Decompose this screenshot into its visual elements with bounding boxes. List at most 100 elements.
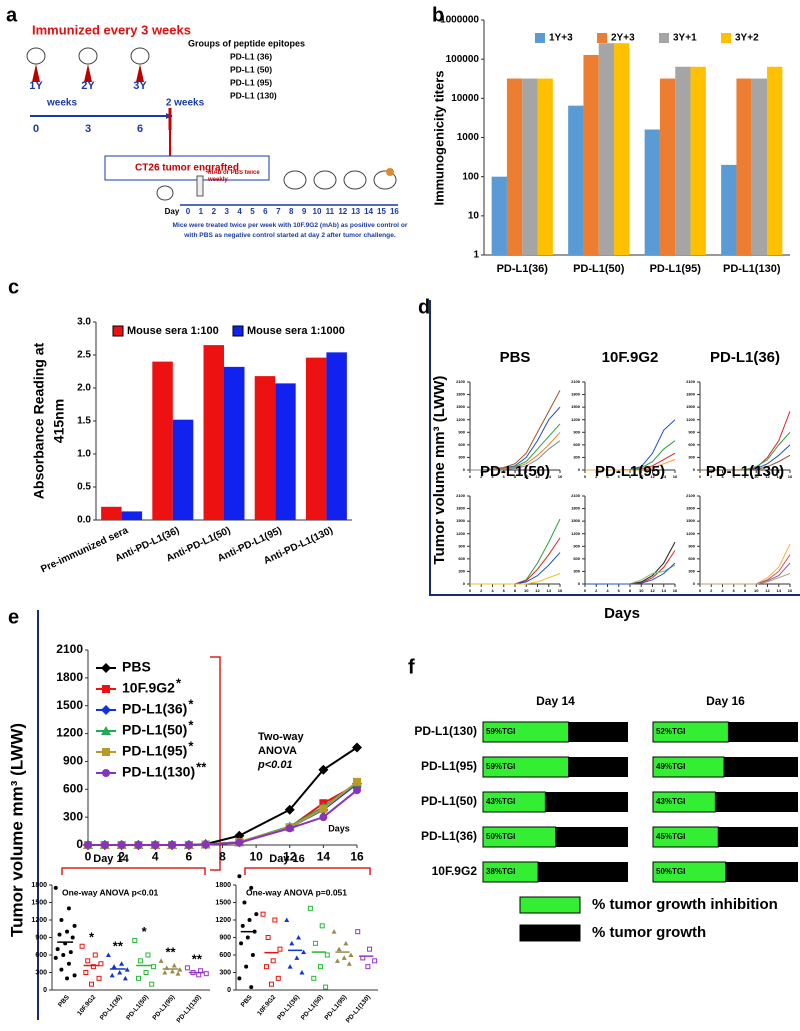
point	[249, 885, 254, 890]
point	[171, 963, 177, 968]
point	[72, 923, 77, 928]
y-tick-label: 0	[463, 581, 466, 586]
legend-label: % tumor growth	[592, 924, 706, 941]
x-tick-label: 4	[606, 474, 609, 479]
x-tick-label: PD-L1(36)	[99, 994, 124, 1022]
legend-label: PD-L1(130)	[122, 764, 195, 780]
bar	[224, 366, 245, 520]
point	[201, 840, 210, 849]
subplot-title: PD-L1(95)	[595, 463, 665, 480]
groups-title: Groups of peptide epitopes	[188, 38, 305, 48]
point	[237, 976, 242, 981]
series-line	[88, 781, 358, 846]
legend-swatch	[519, 896, 581, 914]
point	[254, 912, 259, 917]
series-line	[470, 518, 561, 585]
y-tick-label: 900	[573, 543, 580, 548]
bar	[598, 43, 615, 255]
point	[124, 967, 130, 972]
x-tick-label: 6	[618, 588, 621, 593]
point	[83, 970, 89, 975]
y-tick-label: 2100	[456, 379, 466, 384]
y-tick-label: 600	[63, 781, 83, 795]
x-tick-label: 16	[673, 588, 678, 593]
point	[109, 972, 115, 978]
bar	[652, 826, 719, 848]
y-axis-title: 415nm	[51, 399, 67, 443]
point	[145, 952, 151, 958]
x-tick-label: PD-L1(50)	[125, 994, 150, 1022]
y-tick-label: 1200	[686, 531, 696, 536]
point	[84, 841, 92, 849]
point	[72, 973, 77, 978]
annotation: One-way ANOVA p=0.051	[246, 887, 347, 897]
group: PD-L1 (36)	[230, 51, 272, 61]
x-tick-label: 12	[765, 588, 770, 593]
x-tick-label: 12	[283, 850, 297, 864]
point	[79, 943, 85, 949]
x-tick-label: Pre-immunized sera	[39, 525, 130, 575]
caption: with PBS as negative control started at …	[183, 232, 396, 239]
x-tick-label: 2	[710, 588, 713, 593]
bar	[482, 791, 546, 813]
point	[105, 952, 111, 957]
y-tick-label: 0	[578, 581, 581, 586]
point	[289, 940, 295, 946]
x-tick-label: 10	[249, 850, 263, 864]
day-tick: 13	[351, 207, 360, 216]
panel-label: d	[418, 296, 430, 318]
bar	[482, 721, 570, 743]
value-label: 43%TGI	[486, 797, 515, 806]
x-tick-label: 0	[699, 588, 702, 593]
point	[245, 935, 250, 940]
series-line	[585, 550, 676, 585]
y-tick-label: 2100	[56, 642, 83, 656]
x-tick-label: 0	[469, 588, 472, 593]
legend-label: 2Y+3	[611, 33, 635, 44]
point	[203, 971, 209, 977]
bar	[644, 129, 660, 255]
point	[122, 975, 128, 981]
x-tick-label: 2	[595, 474, 598, 479]
mouse	[313, 170, 337, 190]
y-tick-label: 1.0	[77, 449, 91, 460]
day-tick: 15	[377, 207, 386, 216]
point	[151, 841, 160, 849]
y-axis-title: Immunogenicity titers	[431, 70, 446, 205]
row-label: PD-L1(130)	[414, 724, 477, 738]
treatment-box: mAb or PBS twice weekly	[208, 170, 260, 183]
y-tick-label: 1500	[686, 404, 696, 409]
day-tick: 6	[263, 207, 268, 216]
day-tick: 8	[289, 207, 294, 216]
significance: **	[165, 944, 176, 959]
x-tick-label: 10	[754, 474, 759, 479]
y-axis-title: Absorbance Reading at	[31, 342, 47, 499]
y-tick-label: 0.0	[77, 515, 91, 526]
legend-label: PD-L1(36)	[122, 701, 187, 717]
subplot-title: PD-L1(50)	[480, 463, 550, 480]
point	[196, 972, 202, 978]
y-tick-label: 0	[693, 467, 696, 472]
y-tick-label: 1200	[56, 726, 83, 740]
series-line	[88, 782, 358, 846]
y-tick-label: 1500	[571, 518, 581, 523]
point	[98, 961, 104, 967]
value-label: 49%TGI	[656, 762, 685, 771]
legend-label: 3Y+1	[673, 33, 697, 44]
point	[277, 946, 283, 952]
bar	[326, 352, 347, 520]
point	[158, 958, 164, 963]
week-tick: 3	[85, 123, 91, 135]
x-tick-label: PD-L1(36)	[497, 263, 549, 275]
x-tick-label: 10	[639, 474, 644, 479]
group: PD-L1 (50)	[230, 64, 272, 74]
mouse	[156, 185, 174, 201]
annotation: ANOVA	[258, 745, 297, 757]
series-line	[585, 541, 676, 585]
x-tick-label: PBS	[240, 993, 254, 1008]
x-tick-label: 8	[629, 588, 632, 593]
x-axis-title: Days	[604, 605, 640, 622]
point	[134, 841, 143, 849]
y-tick-label: 900	[688, 429, 695, 434]
legend-label: % tumor growth inhibition	[592, 896, 778, 913]
